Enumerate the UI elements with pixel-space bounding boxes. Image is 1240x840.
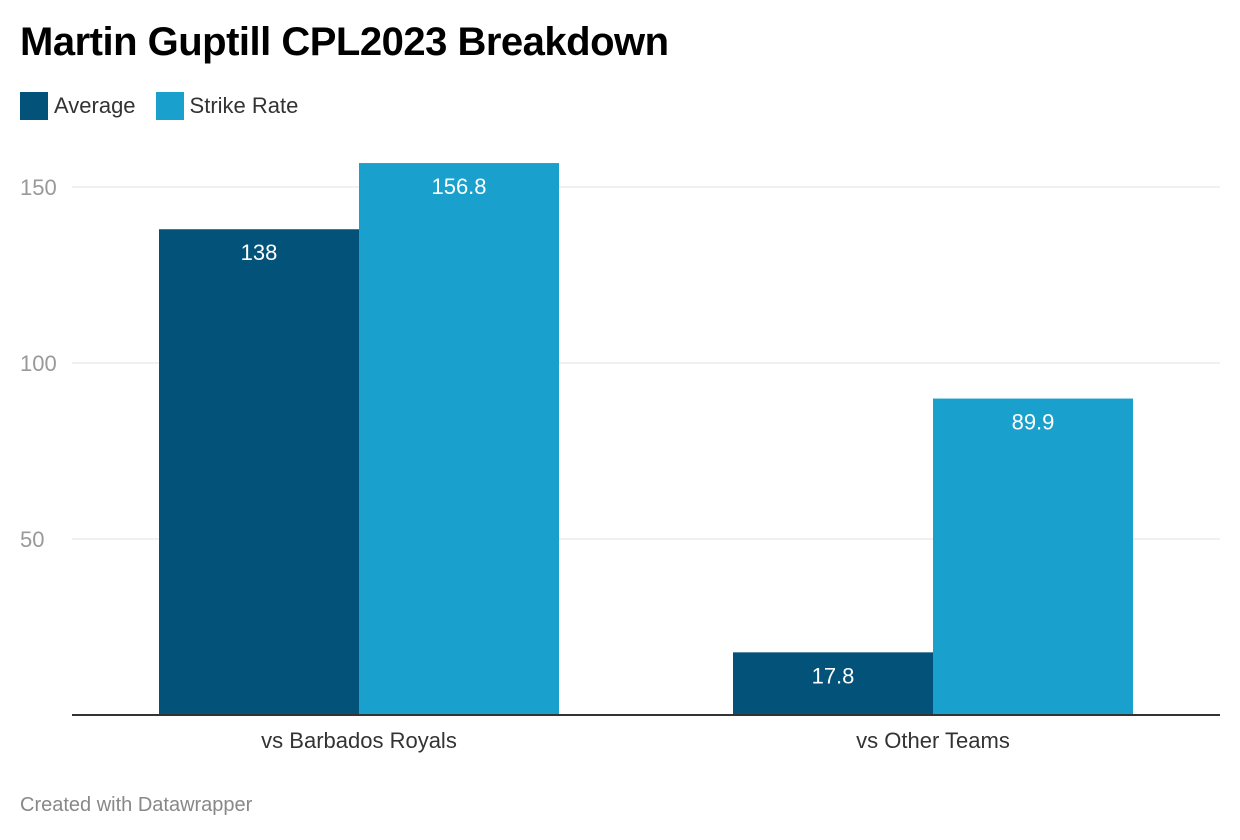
y-tick-label-100: 100 xyxy=(20,351,57,376)
legend-label-strike-rate: Strike Rate xyxy=(189,93,299,118)
data-label-strike-rate-1: 89.9 xyxy=(1012,410,1055,435)
data-label-average-0: 138 xyxy=(241,240,278,265)
legend-label-average: Average xyxy=(54,93,136,118)
y-tick-label-150: 150 xyxy=(20,175,57,200)
bar-strike-rate-0 xyxy=(359,163,559,716)
bar-average-0 xyxy=(159,229,359,716)
x-category-label-1: vs Other Teams xyxy=(856,728,1010,753)
legend-swatch-strike-rate xyxy=(155,92,184,120)
x-category-label-0: vs Barbados Royals xyxy=(261,728,457,753)
footer-credit: Created with Datawrapper xyxy=(20,794,253,816)
bar-average-1 xyxy=(733,652,933,715)
legend-item-average: Average xyxy=(20,92,136,120)
legend: Average Strike Rate xyxy=(20,92,318,120)
legend-swatch-average xyxy=(20,92,48,120)
bar-strike-rate-1 xyxy=(933,398,1133,715)
data-label-strike-rate-0: 156.8 xyxy=(431,174,486,199)
legend-item-strike-rate: Strike Rate xyxy=(155,92,299,120)
chart-title: Martin Guptill CPL2023 Breakdown xyxy=(20,20,669,64)
y-tick-label-50: 50 xyxy=(20,527,44,552)
data-label-average-1: 17.8 xyxy=(812,663,855,688)
